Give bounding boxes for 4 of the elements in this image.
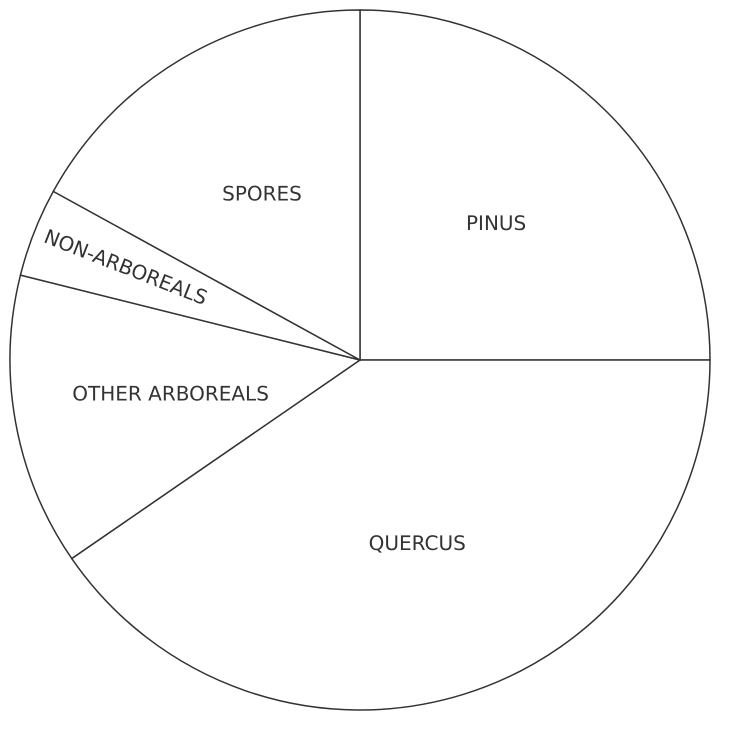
slice-label: QUERCUS — [368, 530, 466, 555]
slice-label: SPORES — [222, 181, 302, 206]
slice-label: PINUS — [466, 210, 526, 235]
slice-label: OTHER ARBOREALS — [72, 381, 269, 406]
